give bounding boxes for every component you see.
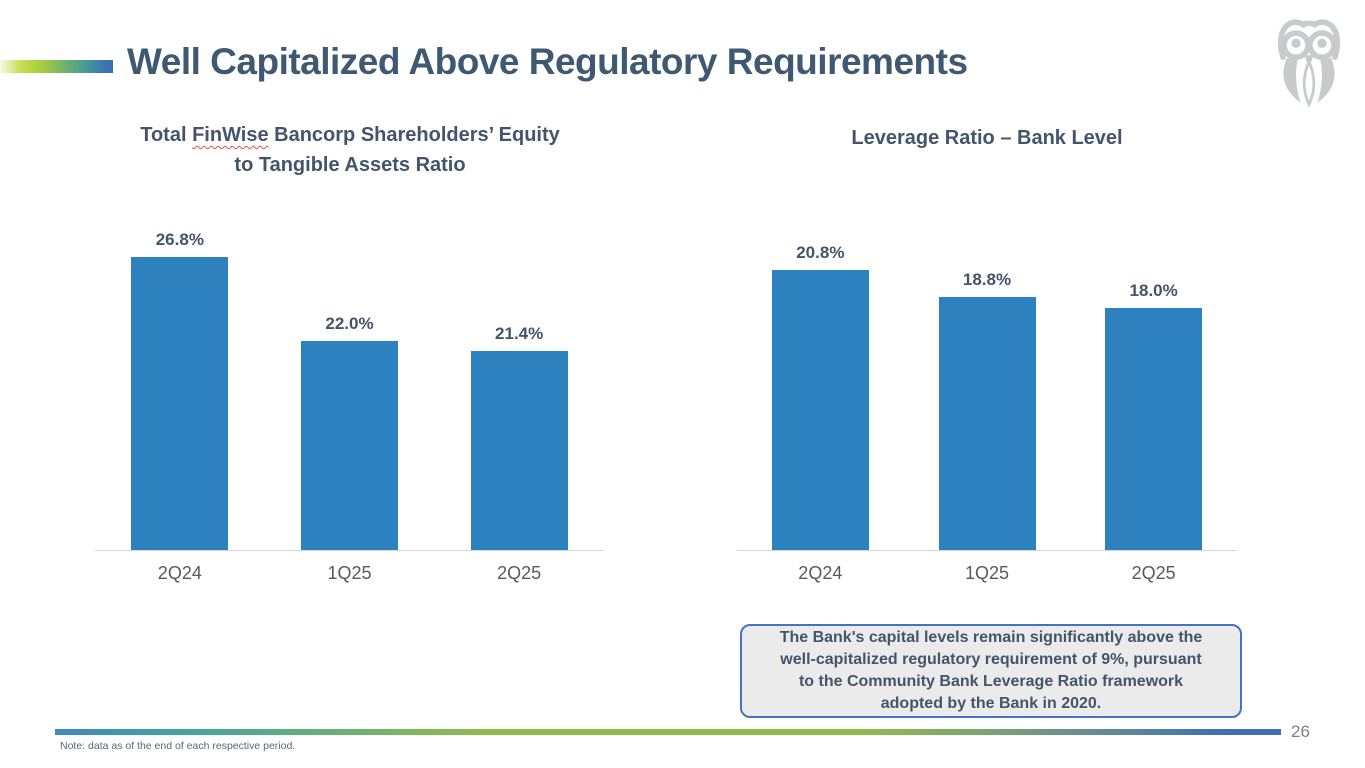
equity-chart-plot-area: 26.8% 22.0% 21.4% — [95, 230, 604, 551]
footnote: Note: data as of the end of each respect… — [60, 740, 296, 752]
bar-2Q24: 26.8% — [131, 230, 229, 550]
leverage-chart-category-axis: 2Q24 1Q25 2Q25 — [737, 563, 1237, 589]
owl-left-pupil — [1291, 38, 1301, 48]
category-label: 1Q25 — [327, 563, 372, 583]
bar-value-label: 18.8% — [962, 270, 1012, 290]
category-label: 2Q24 — [157, 563, 202, 583]
bar-value-label: 20.8% — [796, 243, 845, 263]
page-title: Well Capitalized Above Regulatory Requir… — [127, 41, 968, 82]
owl-left-wing — [1283, 58, 1301, 103]
chart-title-equity-ratio: Total FinWise Bancorp Shareholders’ Equi… — [95, 120, 605, 180]
chart-title-line1: Total FinWise Bancorp Shareholders’ Equi… — [140, 124, 560, 146]
bar-1Q25: 18.8% — [938, 270, 1036, 550]
bar-value-label: 22.0% — [325, 313, 374, 333]
owl-right-pupil — [1317, 38, 1327, 48]
owl-right-wing — [1317, 58, 1335, 103]
callout-line: adopted by the Bank in 2020. — [880, 695, 1102, 712]
bar-1Q25: 22.0% — [301, 314, 398, 550]
brand-word-spellcheck: FinWise — [192, 124, 269, 146]
equity-chart-category-axis: 2Q24 1Q25 2Q25 — [95, 563, 604, 589]
header-accent-gradient-bar — [0, 60, 113, 73]
bar-value-label: 18.0% — [1129, 280, 1178, 300]
chart-title-line2: to Tangible Assets Ratio — [234, 154, 466, 176]
footer-accent-gradient-bar — [55, 729, 1281, 735]
owl-head-outline — [1277, 19, 1341, 60]
chart-title-leverage-ratio: Leverage Ratio – Bank Level — [851, 127, 1123, 149]
page-number: 26 — [1291, 722, 1310, 741]
bar-2Q24: 20.8% — [771, 243, 869, 550]
category-label: 2Q24 — [798, 563, 843, 583]
bar-value-label: 26.8% — [155, 229, 204, 249]
title-text: Total — [140, 124, 193, 146]
bar-value-label: 21.4% — [495, 324, 544, 344]
leverage-chart-plot-area: 20.8% 18.8% 18.0% — [737, 243, 1237, 551]
category-label: 2Q25 — [1131, 563, 1176, 583]
finwise-owl-logo — [1277, 19, 1341, 107]
category-label: 2Q25 — [497, 563, 542, 583]
title-text: Bancorp Shareholders’ Equity — [268, 124, 560, 146]
owl-body — [1302, 58, 1316, 107]
callout-line: The Bank's capital levels remain signifi… — [779, 629, 1203, 646]
capital-levels-callout-box: The Bank's capital levels remain signifi… — [740, 624, 1242, 718]
bar-2Q25: 18.0% — [1105, 281, 1203, 550]
bar-2Q25: 21.4% — [470, 324, 568, 550]
category-label: 1Q25 — [964, 563, 1010, 583]
callout-line: to the Community Bank Leverage Ratio fra… — [798, 673, 1184, 690]
callout-line: well-capitalized regulatory requirement … — [780, 651, 1202, 668]
